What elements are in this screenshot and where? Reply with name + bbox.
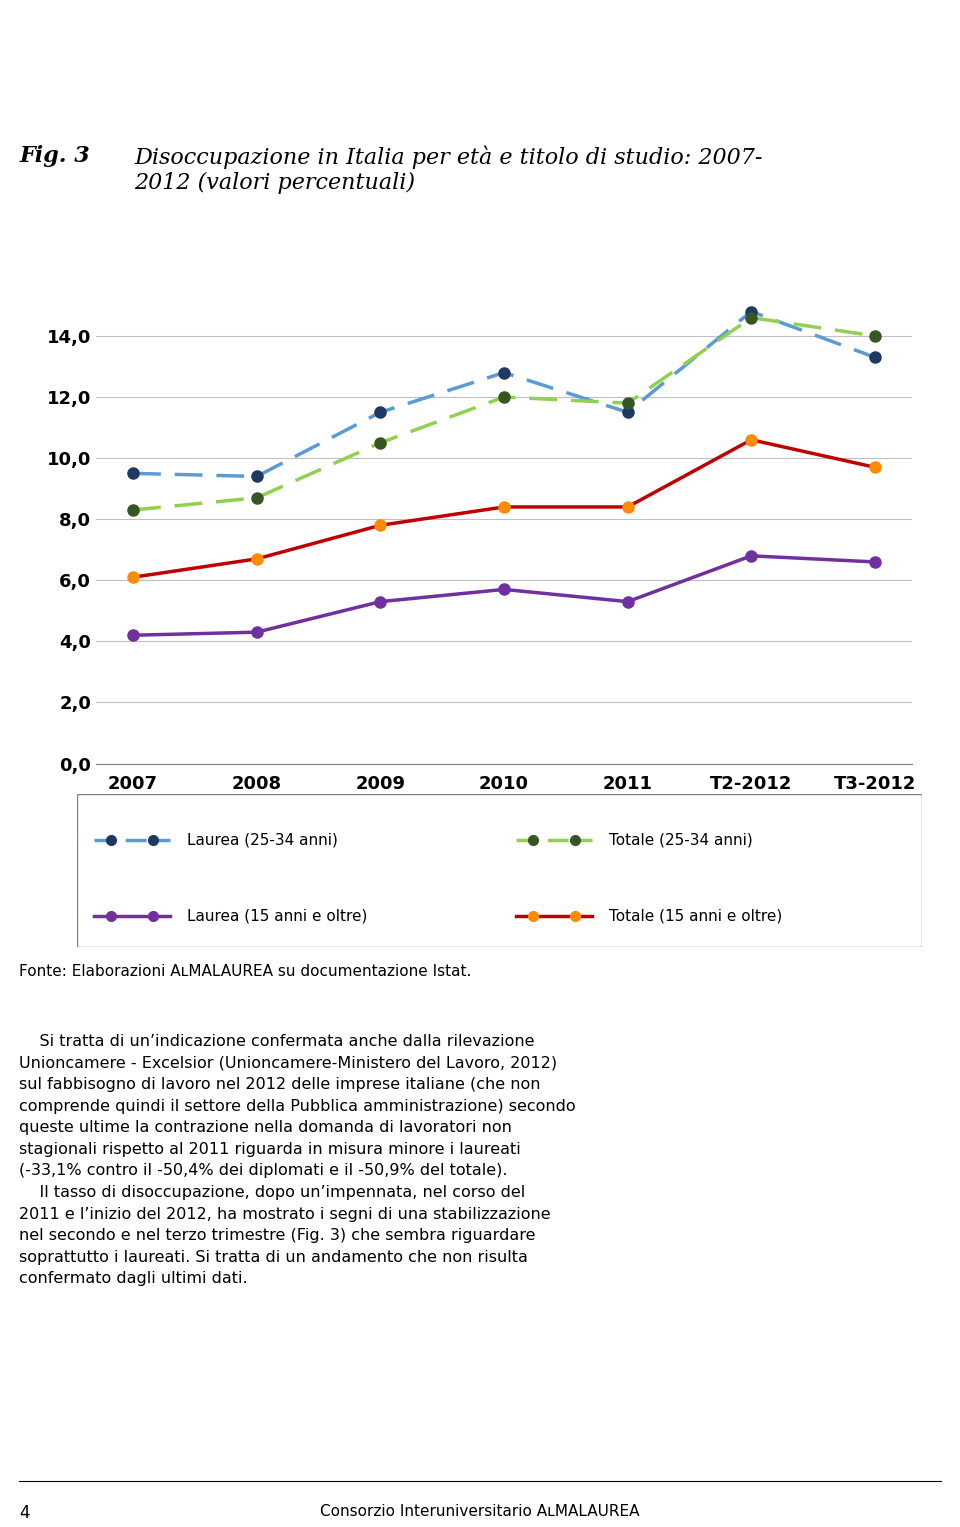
Text: Laurea (15 anni e oltre): Laurea (15 anni e oltre) <box>186 909 367 924</box>
Text: Totale (25-34 anni): Totale (25-34 anni) <box>609 832 753 847</box>
Text: 4: 4 <box>19 1504 30 1522</box>
Text: Disoccupazione in Italia per età e titolo di studio: 2007-
2012 (valori percentu: Disoccupazione in Italia per età e titol… <box>134 145 763 194</box>
Text: Si tratta di un’indicazione confermata anche dalla rilevazione
Unioncamere - Exc: Si tratta di un’indicazione confermata a… <box>19 1034 576 1286</box>
Text: Laurea (25-34 anni): Laurea (25-34 anni) <box>186 832 338 847</box>
Text: Totale (15 anni e oltre): Totale (15 anni e oltre) <box>609 909 782 924</box>
Text: Fig. 3: Fig. 3 <box>19 145 90 166</box>
Text: Fonte: Elaborazioni AʟMALAUREA su documentazione Istat.: Fonte: Elaborazioni AʟMALAUREA su docume… <box>19 964 471 979</box>
Text: Consorzio Interuniversitario AʟMALAUREA: Consorzio Interuniversitario AʟMALAUREA <box>321 1504 639 1519</box>
